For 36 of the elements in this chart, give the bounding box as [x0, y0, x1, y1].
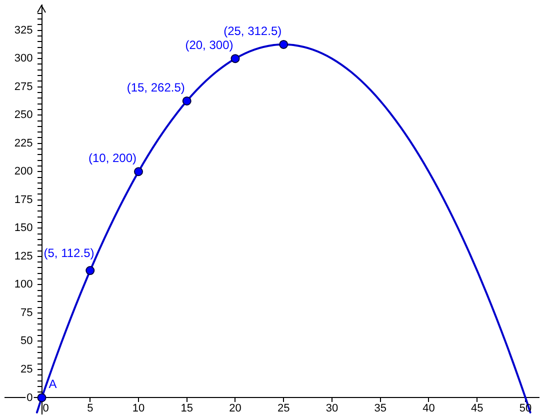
annotation: (15, 262.5) [126, 80, 185, 94]
x-tick-label: 10 [132, 402, 145, 414]
annotation: (5, 112.5) [44, 246, 94, 260]
x-tick-label: 30 [326, 402, 338, 414]
x-tick-label: 25 [277, 402, 290, 414]
point [230, 54, 240, 64]
x-tick-label: 15 [180, 402, 193, 414]
point [279, 40, 288, 49]
y-tick-label: 250 [14, 109, 33, 122]
x-tick-label: 0 [42, 402, 49, 414]
point [37, 393, 46, 402]
y-tick-label: 25 [20, 363, 33, 376]
annotation: (10, 200) [88, 150, 137, 165]
annotation: (20, 300) [185, 38, 234, 52]
x-tick-label: 20 [229, 402, 242, 414]
y-tick-label: 75 [20, 306, 33, 319]
point [86, 266, 95, 276]
y-tick-label: 50 [20, 335, 33, 348]
annotation: A [48, 377, 57, 392]
x-tick-label: 5 [87, 402, 94, 414]
annotation: (25, 312.5) [224, 24, 282, 38]
point [134, 167, 143, 176]
y-tick-label: 0 [26, 392, 33, 404]
y-tick-label: 200 [14, 166, 33, 178]
point [182, 96, 192, 106]
y-tick-label: 225 [14, 137, 33, 150]
y-tick-label: 125 [14, 250, 33, 262]
y-tick-label: 300 [14, 52, 33, 65]
y-tick-label: 100 [14, 278, 33, 291]
y-tick-label: 150 [14, 222, 33, 234]
y-tick-label: 275 [14, 80, 33, 93]
x-tick-label: 45 [470, 402, 484, 414]
y-tick-label: 175 [14, 194, 33, 206]
y-tick-label: 325 [14, 24, 33, 36]
x-tick-label: 40 [422, 402, 435, 414]
x-tick-label: 35 [374, 402, 386, 414]
